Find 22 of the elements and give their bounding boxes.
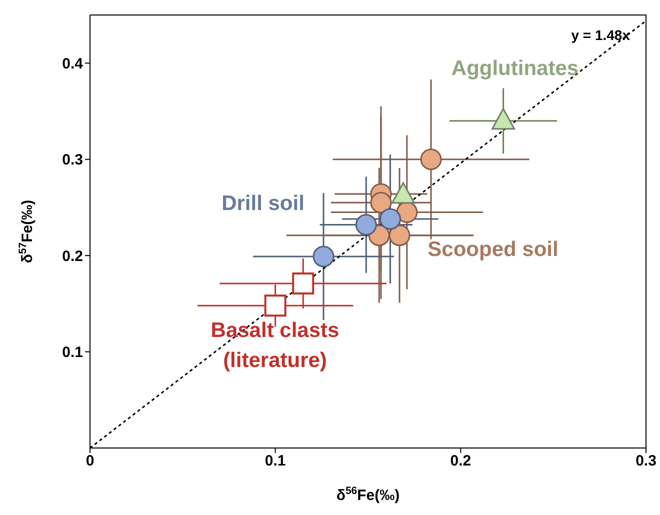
point xyxy=(264,294,286,317)
x-axis-title: δ$^{56}$Fe(‰) xyxy=(336,485,400,504)
series-label: y = 1.48x xyxy=(571,27,630,43)
x-tick-label: 0.3 xyxy=(636,452,656,470)
point xyxy=(420,148,442,170)
point xyxy=(370,192,392,214)
point xyxy=(312,246,334,268)
y-tick-label: 0.3 xyxy=(62,152,83,169)
point xyxy=(292,272,314,294)
point xyxy=(388,224,410,246)
x-tick-label: 0.1 xyxy=(264,452,286,470)
x-tick-label: 0.2 xyxy=(450,452,472,470)
series-label: Drill soil xyxy=(222,192,304,215)
point xyxy=(355,214,377,236)
y-tick-label: 0.2 xyxy=(62,248,83,265)
series-label: Basalt clasts (literature) xyxy=(210,319,340,372)
x-tick-label: 0 xyxy=(86,452,94,470)
text: Agglutinates xyxy=(451,57,579,80)
series-label: Scooped soil xyxy=(428,238,558,261)
point xyxy=(379,208,401,230)
y-tick-label: 0.4 xyxy=(62,55,84,72)
y-tick-label: 0.1 xyxy=(62,344,83,362)
